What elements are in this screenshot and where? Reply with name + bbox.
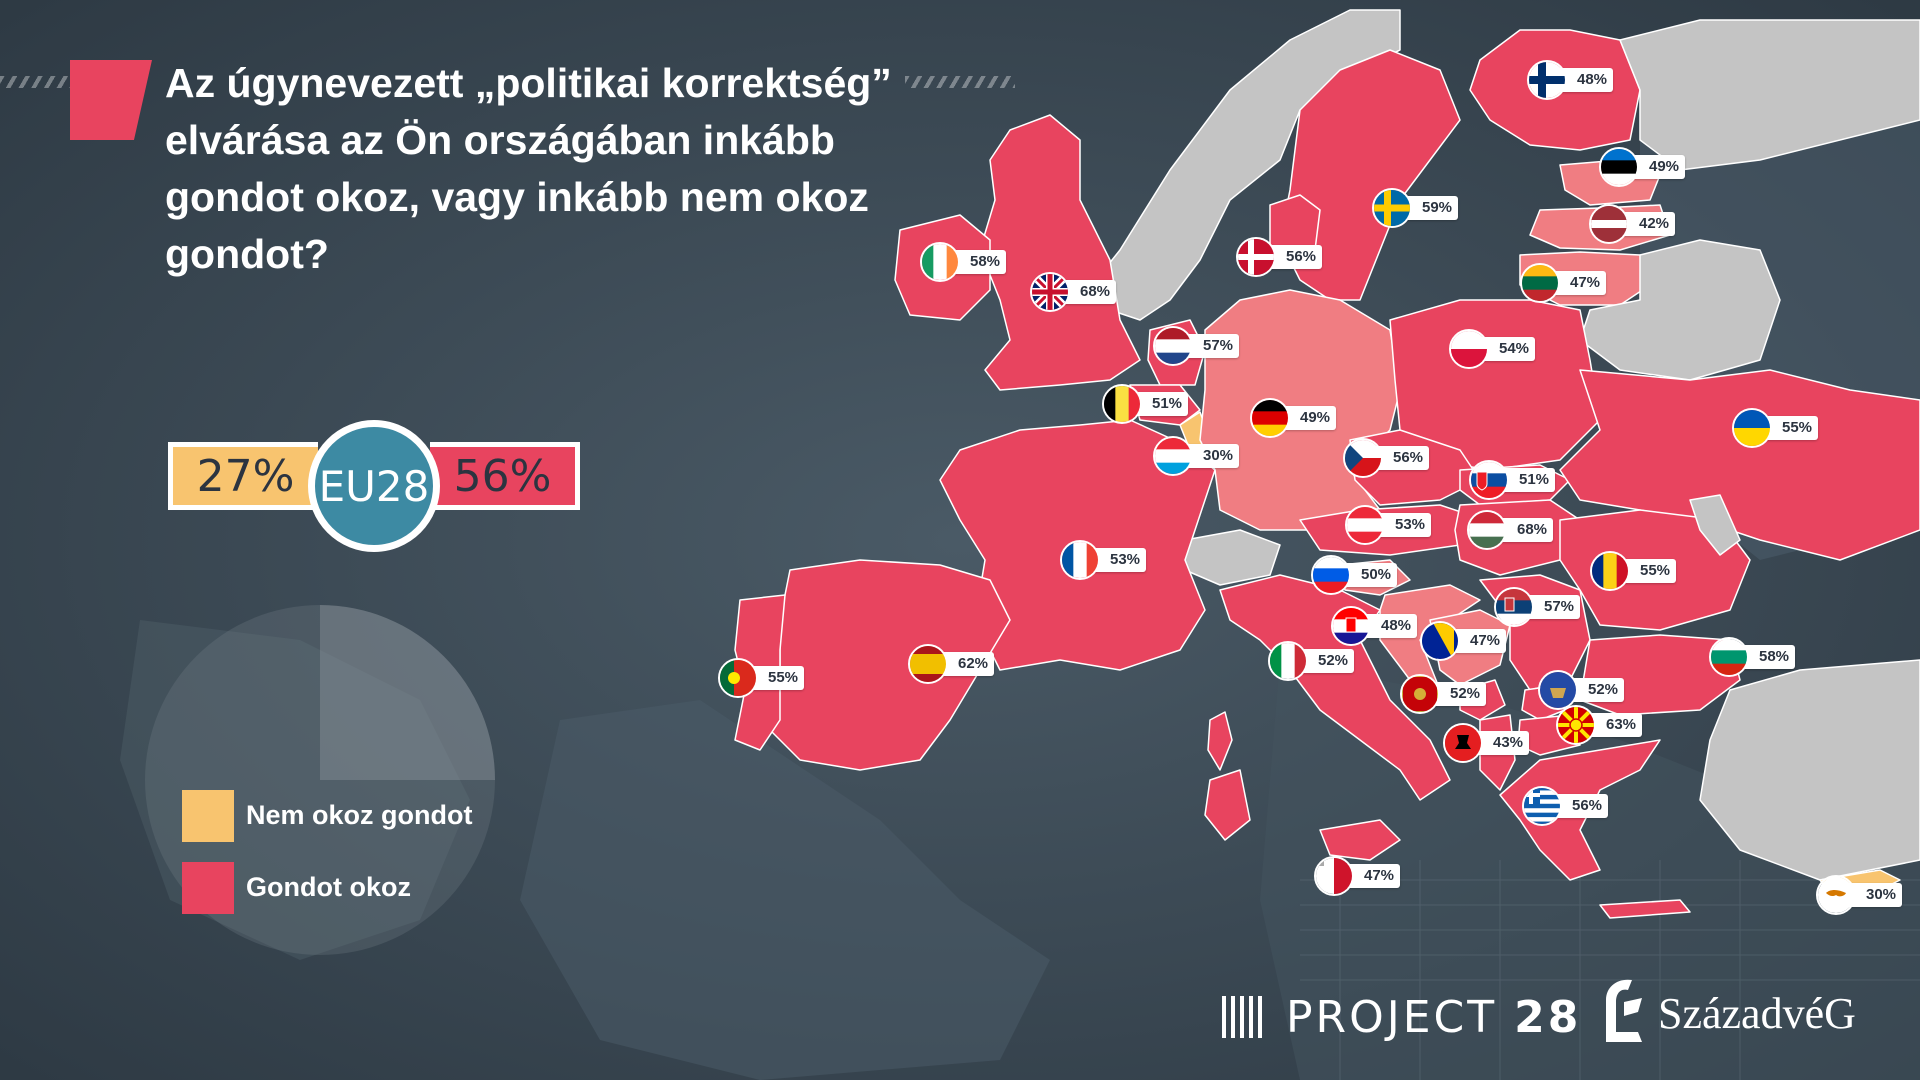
project28-bars-icon	[1222, 996, 1266, 1038]
country-poland	[1389, 299, 1601, 471]
flag-poland-icon	[1449, 329, 1489, 369]
eu28-problem-value: 56%	[453, 450, 552, 502]
flag-netherlands-icon	[1153, 326, 1193, 366]
flag-ukraine-icon	[1732, 408, 1772, 448]
page-title: Az úgynevezett „politikai korrektség” el…	[165, 60, 892, 277]
country-sicily	[1319, 819, 1401, 861]
flag-sweden-icon	[1372, 188, 1412, 228]
eu28-no-problem-box: 27%	[168, 442, 318, 510]
flag-albania-icon	[1443, 723, 1483, 763]
flag-finland-icon	[1527, 60, 1567, 100]
legend-swatch-no-problem	[182, 790, 234, 842]
country-sardinia	[1204, 769, 1251, 841]
flag-cyprus-icon	[1816, 875, 1856, 915]
szazadveg-mark-icon	[1606, 979, 1642, 1042]
country-moldova	[1689, 494, 1741, 556]
legend-swatch-problem	[182, 862, 234, 914]
legend-label-no-problem: Nem okoz gondot	[246, 800, 473, 830]
flag-spain-icon	[908, 644, 948, 684]
flag-kosovo-icon	[1538, 670, 1578, 710]
flag-latvia-icon	[1589, 204, 1629, 244]
eu28-no-problem-value: 27%	[196, 450, 295, 502]
flag-belgium-icon	[1102, 384, 1142, 424]
flag-germany-icon	[1250, 398, 1290, 438]
country-uk	[979, 114, 1141, 391]
decor-hatch-right	[905, 76, 1015, 88]
country-russia	[1619, 19, 1920, 171]
flag-denmark-icon	[1236, 237, 1276, 277]
flag-estonia-icon	[1599, 147, 1639, 187]
flag-united-kingdom-icon	[1030, 272, 1070, 312]
flag-bosnia-icon	[1420, 621, 1460, 661]
eu28-badge: EU28	[308, 420, 440, 552]
szazadveg-logo: SzázadvéG	[1598, 970, 1888, 1050]
flag-lithuania-icon	[1520, 263, 1560, 303]
szazadveg-wordmark: SzázadvéG	[1658, 989, 1856, 1038]
eu28-summary: 27% 56% EU28	[168, 420, 580, 552]
flag-hungary-icon	[1467, 510, 1507, 550]
flag-slovenia-icon	[1311, 555, 1351, 595]
project28-number: 28	[1514, 992, 1582, 1043]
flag-greece-icon	[1522, 786, 1562, 826]
flag-italy-icon	[1268, 641, 1308, 681]
country-crete	[1599, 899, 1691, 919]
flag-slovakia-icon	[1469, 460, 1509, 500]
project28-word: PROJECT	[1286, 992, 1498, 1043]
flag-austria-icon	[1345, 505, 1385, 545]
flag-czechia-icon	[1343, 438, 1383, 478]
flag-portugal-icon	[718, 658, 758, 698]
decor-hatch-left	[0, 76, 70, 88]
flag-bulgaria-icon	[1709, 637, 1749, 677]
legend-label-problem: Gondot okoz	[246, 872, 411, 902]
project28-wordmark: PROJECT 28	[1286, 992, 1581, 1043]
country-ukraine	[1559, 369, 1920, 561]
flag-ireland-icon	[920, 242, 960, 282]
flag-serbia-icon	[1494, 587, 1534, 627]
flag-france-icon	[1060, 540, 1100, 580]
flag-croatia-icon	[1331, 606, 1371, 646]
eu28-problem-box: 56%	[430, 442, 580, 510]
eu28-label: EU28	[318, 461, 430, 511]
flag-montenegro-icon	[1400, 674, 1440, 714]
flag-north-macedonia-icon	[1556, 705, 1596, 745]
flag-malta-icon	[1314, 856, 1354, 896]
country-corsica	[1207, 711, 1233, 771]
flag-romania-icon	[1590, 551, 1630, 591]
flag-luxembourg-icon	[1153, 436, 1193, 476]
